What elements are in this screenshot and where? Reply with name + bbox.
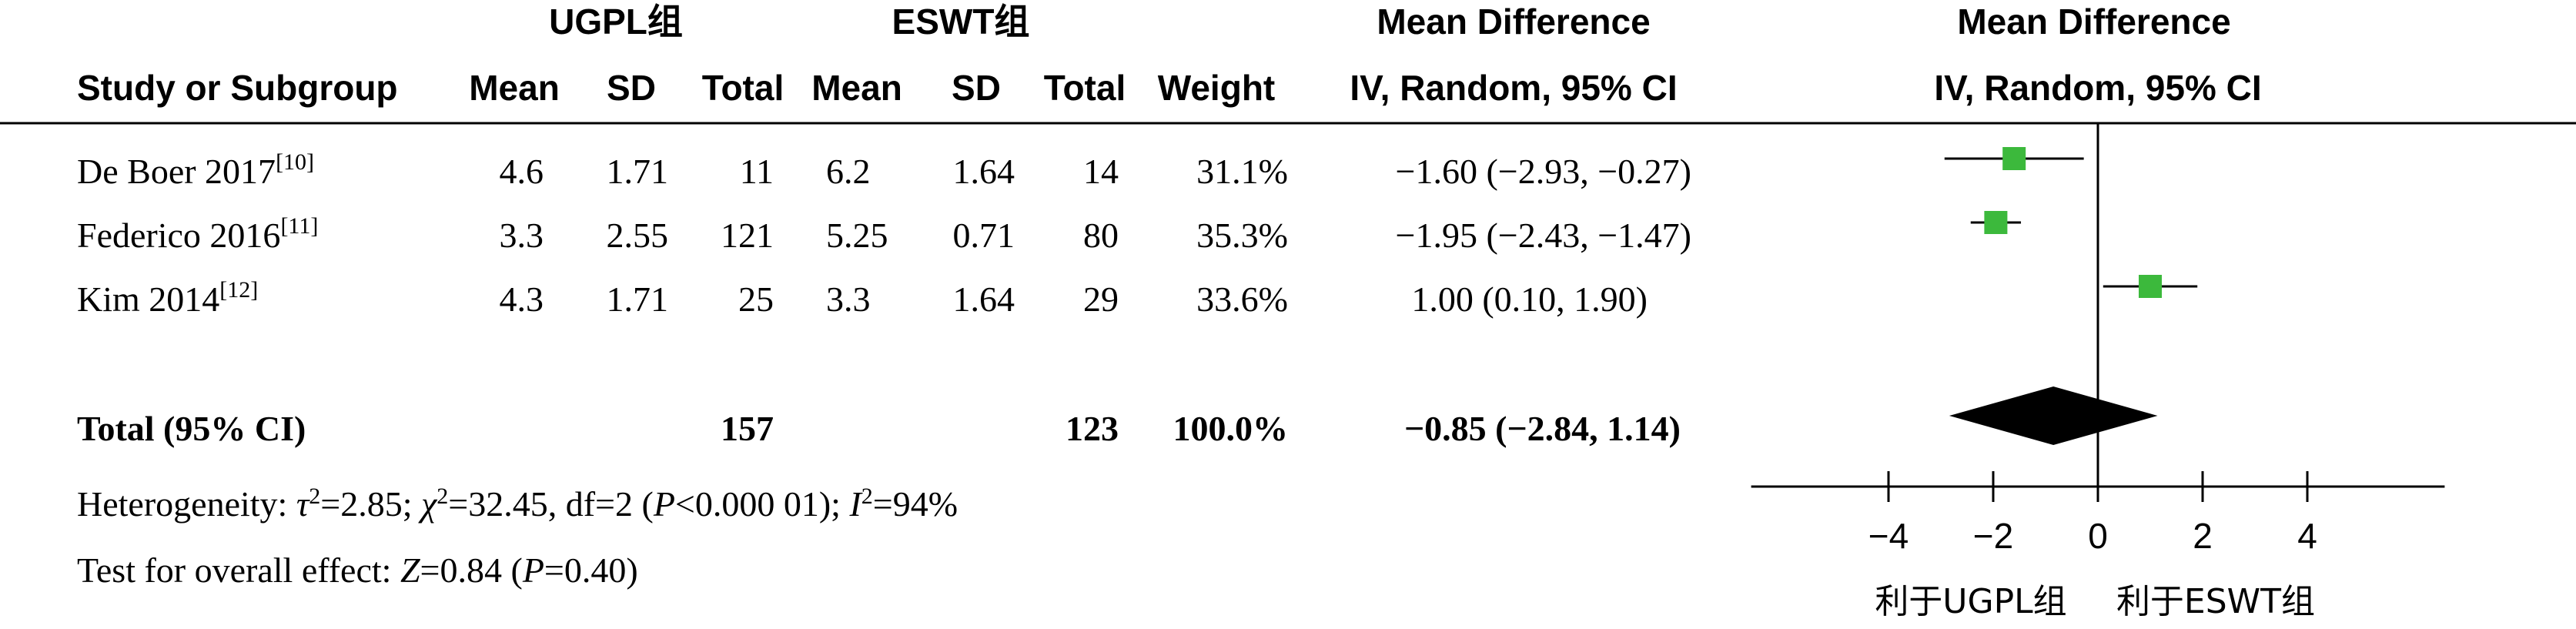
study-point-marker xyxy=(2002,147,2026,170)
study-mean2: 3.3 xyxy=(826,279,871,319)
group-left-header: UGPL组 xyxy=(549,2,683,42)
mean1-column-header: Mean xyxy=(469,68,560,108)
plot-method-header: IV, Random, 95% CI xyxy=(1934,68,2261,108)
study-total1: 25 xyxy=(738,279,774,319)
sd1-column-header: SD xyxy=(607,68,656,108)
overall-effect-text: Test for overall effect: Z=0.84 (P=0.40) xyxy=(77,550,638,590)
study-sd2: 1.64 xyxy=(953,152,1015,191)
table-row: Federico 2016[11] 3.3 2.55 121 5.25 0.71… xyxy=(77,213,1691,255)
study-total1: 121 xyxy=(721,216,774,255)
study-mean1: 3.3 xyxy=(500,216,544,255)
study-sd1: 1.71 xyxy=(607,152,669,191)
study-mean2: 6.2 xyxy=(826,152,871,191)
study-ci-text: 1.00 (0.10, 1.90) xyxy=(1411,279,1648,319)
study-name: Federico 2016 xyxy=(77,216,280,255)
total-ci-text: −0.85 (−2.84, 1.14) xyxy=(1404,409,1681,448)
study-sd2: 0.71 xyxy=(953,216,1015,255)
x-axis-tick-label: 4 xyxy=(2297,516,2317,556)
sd2-column-header: SD xyxy=(952,68,1001,108)
mean-difference-header: Mean Difference xyxy=(1377,2,1650,42)
study-name: Kim 2014 xyxy=(77,279,219,319)
study-reference: [11] xyxy=(280,213,318,239)
study-mean2: 5.25 xyxy=(826,216,888,255)
study-total2: 80 xyxy=(1083,216,1119,255)
total-row: Total (95% CI) 157 123 100.0% −0.85 (−2.… xyxy=(77,409,1681,448)
total-total1: 157 xyxy=(721,409,774,448)
study-ci-text: −1.60 (−2.93, −0.27) xyxy=(1396,152,1691,191)
x-axis-tick-label: −2 xyxy=(1973,516,2013,556)
study-mean1: 4.6 xyxy=(500,152,544,191)
total1-column-header: Total xyxy=(702,68,784,108)
group-right-header: ESWT组 xyxy=(892,2,1030,42)
svg-text:Federico 2016[11]: Federico 2016[11] xyxy=(77,213,318,255)
x-axis-tick-label: −4 xyxy=(1868,516,1909,556)
study-weight: 33.6% xyxy=(1196,279,1288,319)
study-ci-text: −1.95 (−2.43, −1.47) xyxy=(1396,216,1691,255)
total-label: Total (95% CI) xyxy=(77,409,306,448)
study-total1: 11 xyxy=(740,152,774,191)
study-total2: 14 xyxy=(1083,152,1119,191)
study-rows: De Boer 2017[10] 4.6 1.71 11 6.2 1.64 14… xyxy=(77,149,1691,319)
svg-text:De Boer 2017[10]: De Boer 2017[10] xyxy=(77,149,314,191)
table-row: De Boer 2017[10] 4.6 1.71 11 6.2 1.64 14… xyxy=(77,149,1691,191)
favours-left-label: 利于UGPL组 xyxy=(1875,582,2066,621)
total-weight: 100.0% xyxy=(1173,409,1289,448)
pooled-effect-diamond xyxy=(1949,386,2158,445)
study-sd2: 1.64 xyxy=(953,279,1015,319)
svg-text:Kim 2014[12]: Kim 2014[12] xyxy=(77,277,258,319)
forest-plot: −4 −2 0 2 4 xyxy=(1751,123,2445,556)
x-axis-tick-label: 2 xyxy=(2193,516,2213,556)
study-sd1: 1.71 xyxy=(607,279,669,319)
study-point-marker xyxy=(2139,275,2162,298)
mean2-column-header: Mean xyxy=(811,68,902,108)
weight-column-header: Weight xyxy=(1158,68,1275,108)
study-mean1: 4.3 xyxy=(500,279,544,319)
study-sd1: 2.55 xyxy=(607,216,669,255)
study-weight: 31.1% xyxy=(1196,152,1288,191)
heterogeneity-text: Heterogeneity: τ2=2.85; χ2=32.45, df=2 (… xyxy=(77,483,958,524)
study-column-header: Study or Subgroup xyxy=(77,68,398,108)
table-row: Kim 2014[12] 4.3 1.71 25 3.3 1.64 29 33.… xyxy=(77,277,1648,319)
total-total2: 123 xyxy=(1066,409,1119,448)
method-column-header: IV, Random, 95% CI xyxy=(1350,68,1677,108)
study-reference: [12] xyxy=(219,277,258,303)
x-axis-tick-label: 0 xyxy=(2088,516,2108,556)
favours-right-label: 利于ESWT组 xyxy=(2116,582,2315,621)
study-reference: [10] xyxy=(276,149,314,175)
plot-mean-difference-header: Mean Difference xyxy=(1957,2,2230,42)
total2-column-header: Total xyxy=(1044,68,1126,108)
study-name: De Boer 2017 xyxy=(77,152,276,191)
study-weight: 35.3% xyxy=(1196,216,1288,255)
study-point-marker xyxy=(1984,211,2008,234)
study-total2: 29 xyxy=(1083,279,1119,319)
